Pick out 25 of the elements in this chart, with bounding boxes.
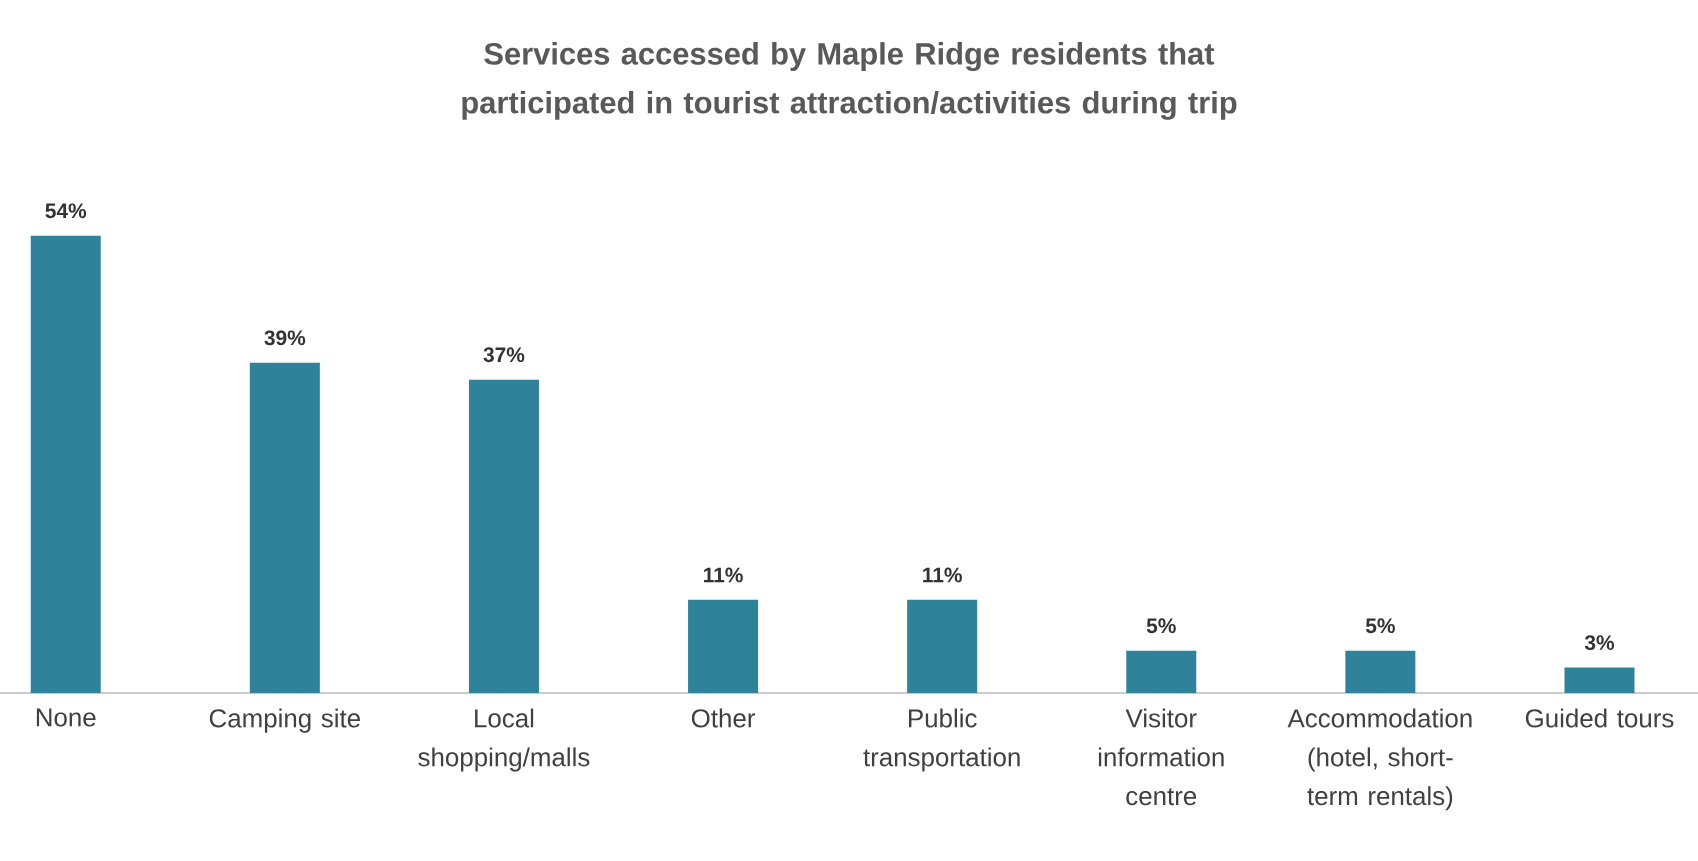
bar [468, 379, 539, 693]
bar [688, 599, 759, 693]
chart-title: Services accessed by Maple Ridge residents that participated in tourist attraction/activities during trip [462, 42, 1237, 120]
data-label: 5% [1365, 618, 1395, 634]
data-label: 5% [1146, 618, 1176, 634]
bar [30, 235, 101, 693]
data-label: 3% [1584, 635, 1615, 651]
data-label: 39% [264, 330, 306, 346]
bar [1126, 650, 1197, 693]
data-label: 11% [704, 567, 743, 583]
data-label: 37% [483, 347, 525, 363]
x-tick-label: Public transportation [863, 708, 1020, 772]
x-tick-label: None [36, 708, 96, 727]
x-tick-label: Visitor information centre [1098, 708, 1224, 806]
data-label: 11% [923, 567, 962, 583]
bar [1345, 650, 1416, 693]
x-tick-label: Accommodation (hotel, short-term rentals) [1287, 708, 1472, 811]
x-tick-label: Guided tours [1525, 708, 1674, 728]
bar [249, 362, 320, 693]
data-label: 54% [45, 203, 87, 219]
x-tick-label: Camping site [209, 708, 360, 733]
bar [907, 599, 978, 693]
x-tick-label: Local shopping/malls [418, 708, 590, 772]
x-tick-label: Other [691, 708, 756, 728]
bar [1564, 667, 1635, 693]
